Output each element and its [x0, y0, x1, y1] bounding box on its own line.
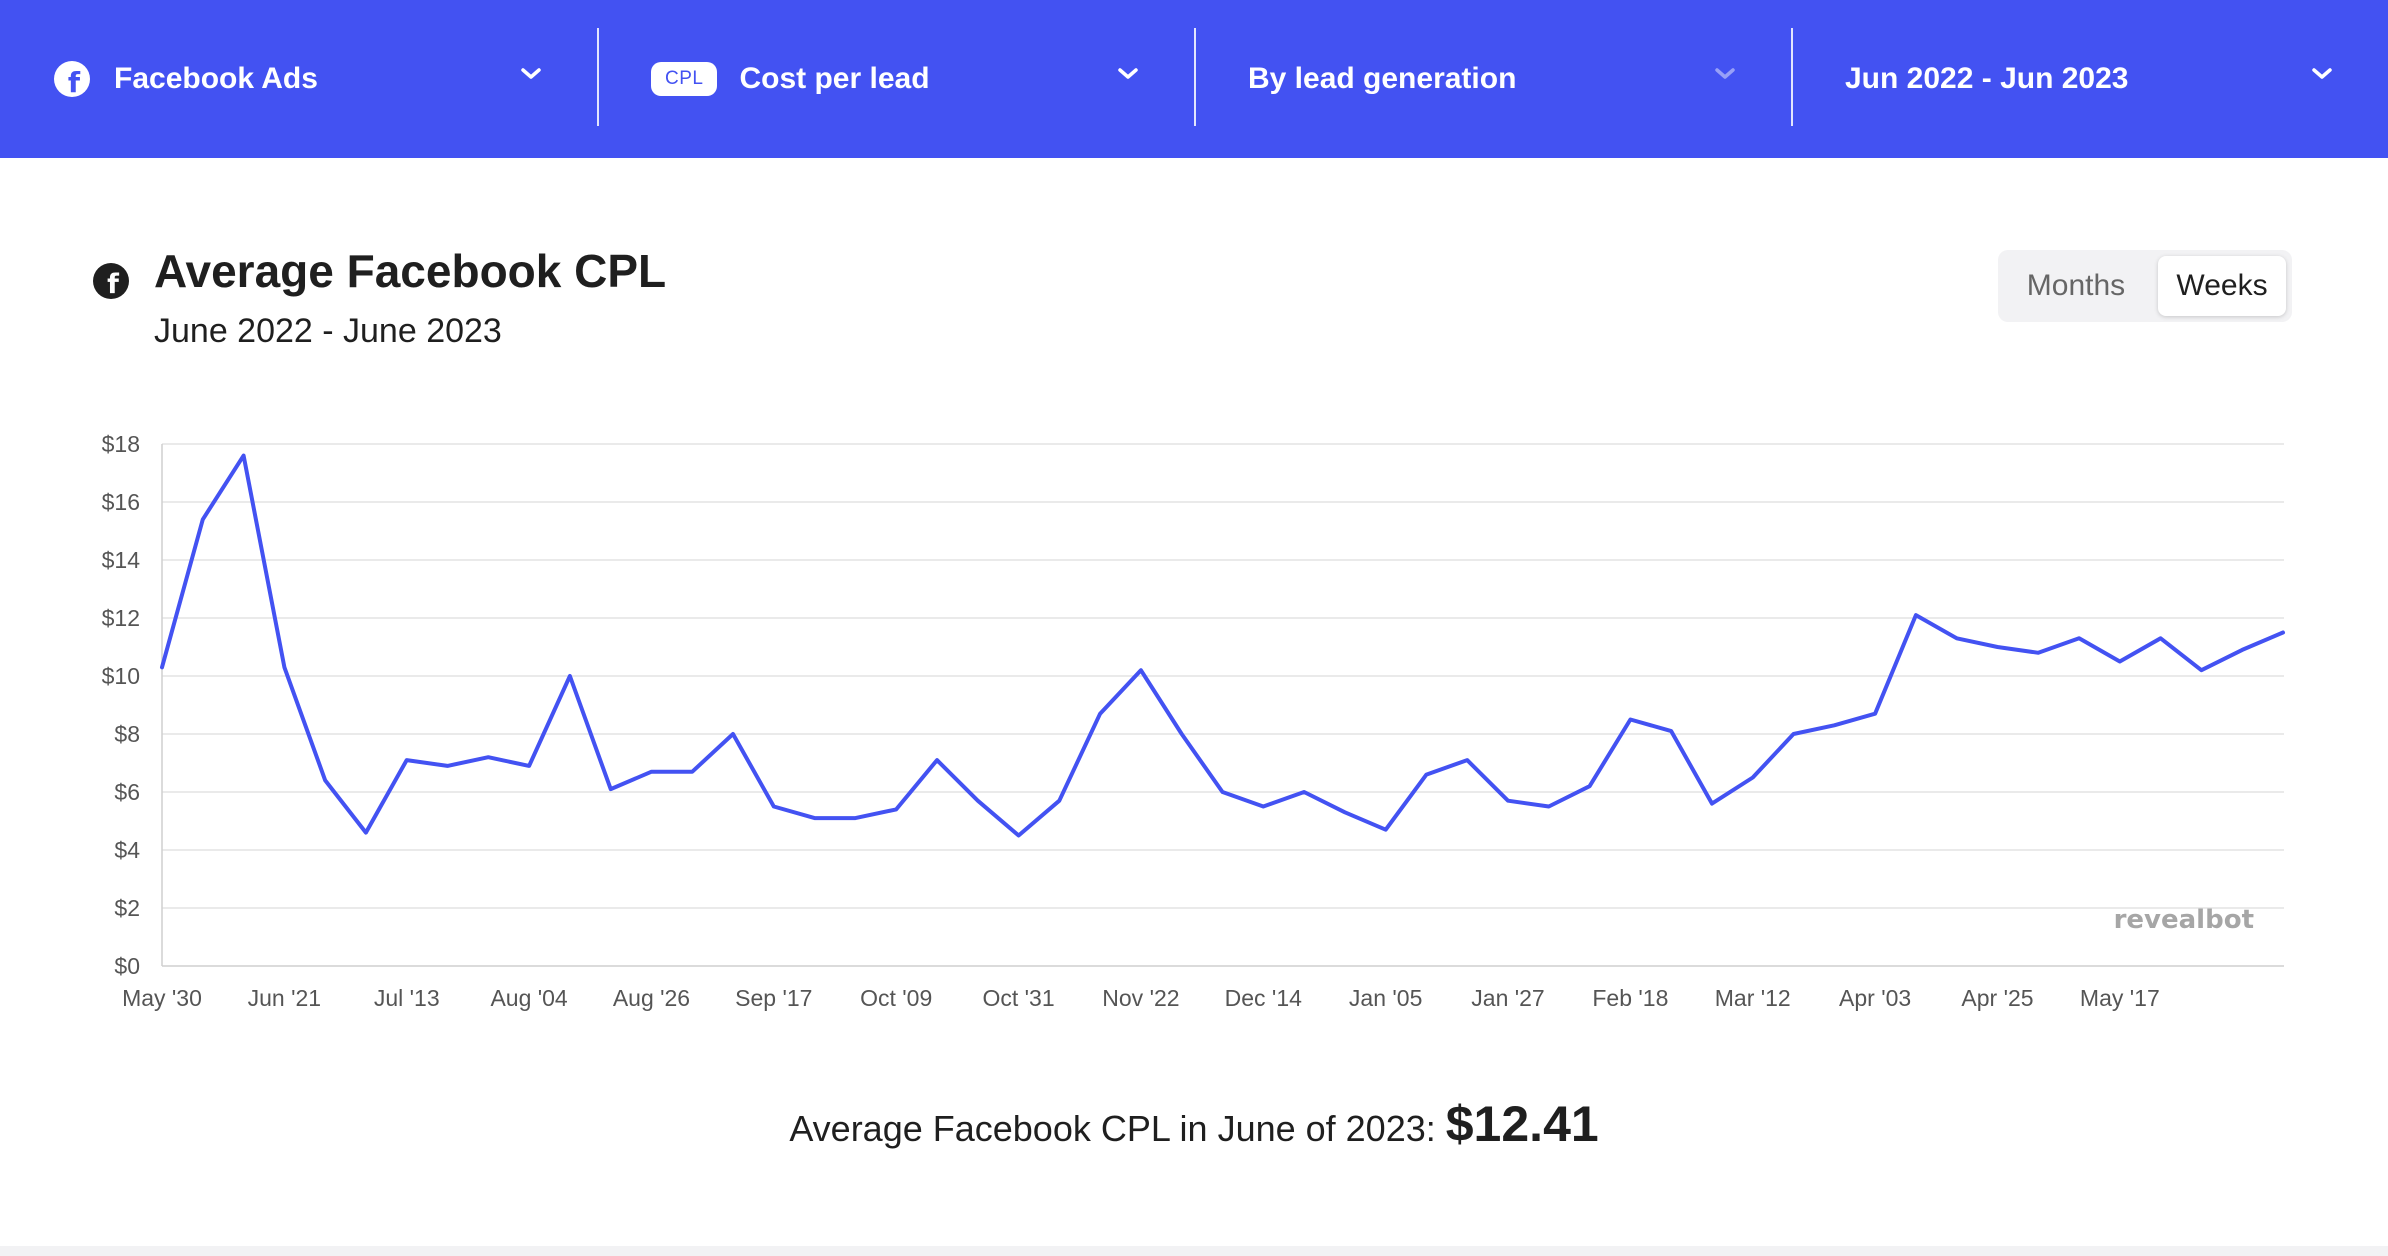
x-tick-label: Aug '26 — [613, 985, 690, 1011]
y-tick-label: $0 — [114, 953, 140, 979]
grid-lines — [161, 443, 2284, 967]
line-chart: $0 $2 $4 $6 $8 $10 $12 $14 $16 $18 May '30 Jun '21… — [102, 431, 2285, 1011]
x-tick-label: May '17 — [2080, 985, 2160, 1011]
average-summary: Average Facebook CPL in June of 2023: $12… — [0, 1095, 2388, 1153]
average-summary-label: Average Facebook CPL in June of 2023: — [789, 1108, 1436, 1149]
y-tick-label: $6 — [114, 779, 140, 805]
y-tick-label: $18 — [102, 431, 140, 457]
y-tick-label: $10 — [102, 663, 140, 689]
y-tick-label: $14 — [102, 547, 141, 573]
y-tick-label: $12 — [102, 605, 140, 631]
y-tick-label: $2 — [114, 895, 140, 921]
grouping-label: By lead generation — [1248, 62, 1517, 95]
page-footer-strip — [0, 1246, 2388, 1256]
average-summary-value: $12.41 — [1445, 1096, 1599, 1152]
filter-bar: f Facebook Ads CPL Cost per lead By lead… — [0, 0, 2388, 158]
chevron-down-icon — [1715, 68, 1735, 79]
chevron-down-icon — [521, 68, 541, 79]
x-tick-label: Mar '12 — [1715, 985, 1791, 1011]
metric-dropdown[interactable]: CPL Cost per lead — [597, 0, 1194, 158]
chevron-down-icon — [2312, 68, 2332, 79]
chart-title: Average Facebook CPL — [154, 245, 667, 297]
x-tick-label: Jan '05 — [1349, 985, 1422, 1011]
grouping-dropdown[interactable]: By lead generation — [1194, 0, 1791, 158]
x-tick-label: Feb '18 — [1592, 985, 1668, 1011]
x-tick-label: Dec '14 — [1225, 985, 1302, 1011]
x-tick-label: Nov '22 — [1102, 985, 1179, 1011]
chart-card — [0, 158, 2388, 1246]
x-tick-label: Apr '03 — [1839, 985, 1911, 1011]
x-axis-ticks: May '30 Jun '21 Jul '13 Aug '04 Aug '26 Sep '… — [122, 985, 2160, 1011]
facebook-icon: f — [54, 61, 90, 99]
date-range-dropdown[interactable]: Jun 2022 - Jun 2023 — [1791, 0, 2388, 158]
platform-label: Facebook Ads — [114, 62, 318, 95]
series-line — [160, 453, 2285, 838]
y-tick-label: $8 — [114, 721, 140, 747]
period-toggle: Months Weeks — [1998, 250, 2292, 322]
y-tick-label: $4 — [114, 837, 140, 863]
y-axis-ticks: $0 $2 $4 $6 $8 $10 $12 $14 $16 $18 — [102, 431, 141, 979]
x-tick-label: Jun '21 — [248, 985, 321, 1011]
x-tick-label: Sep '17 — [735, 985, 812, 1011]
metric-label: Cost per lead — [739, 62, 930, 95]
date-range-label: Jun 2022 - Jun 2023 — [1845, 62, 2129, 95]
cpl-badge: CPL — [651, 62, 718, 96]
chart-subtitle: June 2022 - June 2023 — [154, 312, 502, 350]
x-tick-label: Jul '13 — [374, 985, 440, 1011]
toggle-months[interactable]: Months — [2026, 269, 2126, 302]
revealbot-watermark: revealbot — [2114, 905, 2254, 935]
x-tick-label: Oct '09 — [860, 985, 932, 1011]
y-tick-label: $16 — [102, 489, 140, 515]
facebook-icon: f — [93, 263, 129, 300]
x-tick-label: Jan '27 — [1471, 985, 1544, 1011]
chevron-down-icon — [1118, 68, 1138, 79]
x-tick-label: Apr '25 — [1961, 985, 2033, 1011]
x-tick-label: Oct '31 — [982, 985, 1054, 1011]
platform-dropdown[interactable]: f Facebook Ads — [0, 0, 597, 158]
x-tick-label: May '30 — [122, 985, 202, 1011]
toggle-weeks[interactable]: Weeks — [2158, 256, 2286, 316]
x-tick-label: Aug '04 — [490, 985, 567, 1011]
